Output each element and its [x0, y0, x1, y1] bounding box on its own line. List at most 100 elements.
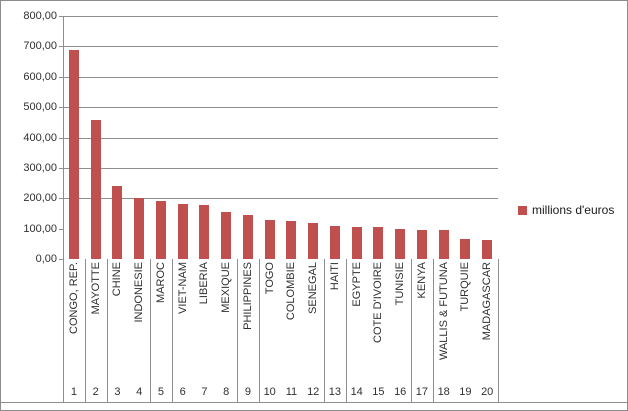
gridline — [63, 16, 498, 17]
bar — [351, 226, 362, 259]
y-axis-tick — [59, 76, 63, 78]
y-axis-label: 100,00 — [23, 222, 57, 235]
category-separator — [345, 259, 347, 402]
category-separator — [258, 259, 260, 402]
category-label: MAROC — [154, 262, 167, 303]
category-label: COTE D'IVOIRE — [372, 262, 385, 343]
bar — [264, 220, 275, 259]
y-axis — [63, 16, 64, 259]
category-label: KENYA — [415, 262, 428, 299]
y-axis-label: 300,00 — [23, 161, 57, 174]
category-separator — [411, 259, 412, 402]
category-separator — [432, 259, 434, 402]
y-axis-tick — [59, 167, 63, 169]
gridline — [63, 107, 498, 109]
rank-label: 1 — [70, 386, 77, 398]
category-label: TUNISIE — [394, 262, 407, 306]
bar — [221, 211, 232, 259]
category-separator — [498, 259, 499, 402]
category-separator — [171, 259, 173, 402]
bar — [112, 186, 123, 259]
category-label: CONGO, REP. — [67, 262, 80, 334]
rank-label: 20 — [481, 386, 494, 398]
bar — [242, 215, 253, 259]
bar — [199, 205, 210, 259]
category-label: WALLIS & FUTUNA — [437, 262, 450, 360]
y-axis-label: 800,00 — [23, 10, 57, 22]
bar — [416, 230, 427, 259]
rank-label: 17 — [415, 386, 429, 398]
legend-label: millions d'euros — [532, 203, 615, 217]
gridline — [63, 167, 498, 169]
y-axis-label: 500,00 — [23, 101, 57, 114]
category-separator — [84, 259, 86, 402]
category-label: MAYOTTE — [89, 262, 102, 315]
rank-label: 5 — [157, 386, 164, 398]
category-separator — [237, 259, 238, 402]
y-axis-tick — [59, 259, 63, 260]
gridline — [63, 46, 498, 48]
y-axis-tick — [59, 16, 63, 17]
bar — [286, 221, 297, 259]
rank-label: 7 — [201, 386, 208, 398]
rank-label: 6 — [179, 386, 186, 398]
bar — [460, 239, 471, 259]
axis-bottom-border — [1, 402, 627, 403]
legend: millions d'euros — [518, 203, 614, 217]
y-axis-label: 0,00 — [35, 253, 57, 265]
rank-label: 12 — [307, 386, 320, 398]
category-label: CHINE — [111, 262, 124, 297]
rank-label: 9 — [244, 386, 251, 398]
gridline — [63, 137, 498, 139]
rank-label: 18 — [437, 386, 450, 398]
category-label: SENEGAL — [307, 262, 320, 314]
bar — [68, 50, 79, 259]
category-label: LIBERIA — [198, 262, 211, 305]
category-label: PHILIPPINES — [241, 262, 254, 330]
rank-label: 2 — [92, 386, 99, 398]
category-label: MEXIQUE — [220, 262, 233, 313]
category-separator — [63, 259, 64, 402]
rank-label: 15 — [372, 386, 385, 398]
bar — [155, 201, 166, 259]
category-label: HAITI — [328, 262, 341, 291]
category-label: TURQUIE — [459, 262, 472, 312]
bar — [329, 225, 340, 259]
y-axis-tick — [59, 228, 63, 230]
y-axis-label: 200,00 — [23, 192, 57, 205]
rank-label: 11 — [285, 386, 298, 398]
y-axis-tick — [59, 137, 63, 139]
category-separator — [324, 259, 325, 402]
rank-label: 4 — [136, 386, 143, 398]
bar — [395, 228, 406, 259]
category-label: EGYPTE — [350, 262, 363, 307]
category-label: MADAGASCAR — [481, 262, 494, 341]
y-axis-label: 400,00 — [23, 131, 57, 144]
rank-label: 10 — [263, 386, 276, 398]
rank-label: 14 — [350, 386, 363, 398]
y-axis-tick — [59, 198, 63, 200]
category-label: VIET-NAM — [176, 262, 189, 314]
rank-label: 19 — [459, 386, 472, 398]
category-label: TOGO — [263, 262, 276, 295]
y-axis-label: 600,00 — [23, 70, 57, 83]
gridline — [63, 76, 498, 78]
rank-label: 8 — [223, 386, 230, 398]
rank-label: 13 — [328, 386, 342, 398]
gridline — [63, 198, 498, 200]
category-label: INDONESIE — [133, 262, 146, 323]
category-separator — [106, 259, 108, 402]
bar — [308, 222, 319, 259]
category-separator — [150, 259, 151, 402]
bar — [134, 198, 145, 260]
category-label: COLOMBIE — [285, 262, 298, 321]
bar — [177, 203, 188, 259]
y-axis-label: 700,00 — [23, 40, 57, 53]
bar — [90, 119, 101, 259]
legend-swatch-icon — [518, 205, 527, 215]
bar — [482, 239, 493, 259]
rank-label: 3 — [114, 386, 121, 398]
bar — [438, 230, 449, 259]
y-axis-tick — [59, 46, 63, 48]
